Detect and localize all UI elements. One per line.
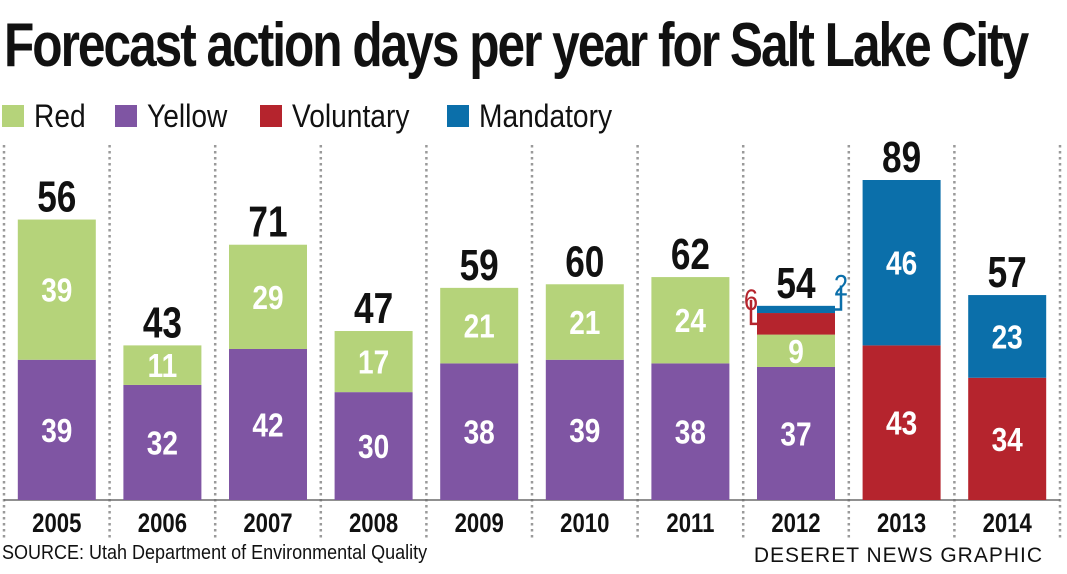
legend-label-voluntary: Voluntary: [292, 97, 410, 134]
legend-item-mandatory: Mandatory: [447, 98, 630, 135]
callout-label-mandatory-2012: 2: [834, 268, 848, 301]
data-label-mandatory-2014: 23: [992, 319, 1023, 356]
bar-red-2006: [123, 345, 202, 385]
legend-swatch-mandatory: [447, 105, 470, 127]
data-label-red-2012: 9: [788, 334, 804, 371]
data-label-red-2011: 24: [675, 303, 706, 340]
total-label-2011: 62: [671, 230, 710, 279]
total-label-2005: 56: [37, 173, 76, 222]
data-label-voluntary-2013: 43: [886, 406, 917, 443]
bar-yellow-2005: [17, 359, 96, 500]
x-tick-label-2010: 2010: [560, 509, 609, 539]
bar-red-2008: [334, 331, 413, 393]
x-tick-label-2011: 2011: [666, 509, 714, 539]
data-label-red-2010: 21: [569, 305, 600, 342]
data-label-yellow-2006: 32: [147, 425, 178, 462]
bar-yellow-2010: [545, 359, 624, 500]
data-label-yellow-2010: 39: [569, 413, 600, 450]
bar-voluntary-2013: [862, 345, 941, 500]
x-tick-label-2012: 2012: [771, 509, 820, 539]
bar-yellow-2009: [440, 363, 519, 500]
total-label-2010: 60: [565, 238, 604, 287]
credit-line: DESERET NEWS GRAPHIC: [753, 544, 1043, 567]
bar-voluntary-2012: [757, 313, 835, 335]
data-label-mandatory-2013: 46: [886, 246, 917, 283]
bar-red-2011: [651, 277, 730, 364]
total-label-2013: 89: [882, 133, 921, 182]
total-label-2007: 71: [248, 198, 287, 247]
bar-voluntary-2014: [968, 377, 1047, 500]
total-label-2014: 57: [988, 248, 1027, 297]
bar-yellow-2007: [229, 348, 307, 500]
data-label-red-2005: 39: [41, 273, 72, 310]
legend-swatch-voluntary: [260, 105, 283, 127]
legend-label-yellow: Yellow: [146, 97, 228, 134]
legend-item-red: Red: [2, 98, 93, 135]
callout-line-voluntary-2012: [749, 299, 757, 326]
legend-swatch-yellow: [114, 105, 137, 127]
data-label-red-2007: 29: [252, 280, 283, 317]
bar-red-2007: [229, 244, 307, 349]
data-label-yellow-2007: 42: [252, 407, 283, 444]
x-tick-label-2008: 2008: [349, 509, 398, 539]
x-tick-label-2014: 2014: [983, 509, 1032, 539]
total-label-2012: 54: [776, 259, 815, 308]
legend-label-red: Red: [34, 97, 86, 134]
legend-item-yellow: Yellow: [114, 97, 238, 135]
legend-label-mandatory: Mandatory: [479, 97, 613, 134]
data-label-yellow-2005: 39: [41, 413, 72, 450]
data-label-voluntary-2014: 34: [992, 422, 1023, 459]
bar-red-2010: [545, 284, 624, 360]
x-tick-label-2006: 2006: [138, 509, 187, 539]
legend: Red Yellow Voluntary Mandatory: [2, 98, 653, 134]
source-note: SOURCE: Utah Department of Environmental…: [2, 542, 428, 564]
bar-mandatory-2013: [862, 180, 941, 346]
data-label-red-2006: 11: [148, 348, 178, 385]
bar-red-2012: [757, 334, 835, 367]
legend-swatch-red: [2, 105, 24, 127]
x-tick-label-2009: 2009: [455, 509, 504, 539]
legend-item-voluntary: Voluntary: [260, 98, 425, 135]
data-label-red-2008: 17: [358, 344, 389, 381]
x-tick-label-2007: 2007: [243, 509, 292, 539]
total-label-2006: 43: [143, 299, 182, 348]
data-label-yellow-2009: 38: [464, 415, 495, 452]
data-label-yellow-2012: 37: [780, 416, 811, 453]
callout-line-mandatory-2012: [835, 285, 843, 311]
data-label-yellow-2011: 38: [675, 415, 706, 452]
x-tick-label-2005: 2005: [32, 509, 81, 539]
bar-yellow-2012: [757, 366, 835, 500]
data-label-yellow-2008: 30: [358, 429, 389, 466]
x-tick-label-2013: 2013: [877, 509, 926, 539]
total-label-2008: 47: [354, 284, 393, 333]
total-label-2009: 59: [460, 241, 499, 290]
bar-red-2005: [17, 219, 96, 360]
bar-yellow-2011: [651, 363, 730, 500]
bar-yellow-2008: [334, 392, 413, 500]
bar-red-2009: [440, 287, 519, 364]
callout-label-voluntary-2012: 6: [744, 283, 758, 316]
bar-yellow-2006: [123, 384, 202, 500]
bar-mandatory-2012: [757, 305, 835, 314]
data-label-red-2009: 21: [464, 309, 495, 346]
bar-mandatory-2014: [968, 295, 1047, 378]
